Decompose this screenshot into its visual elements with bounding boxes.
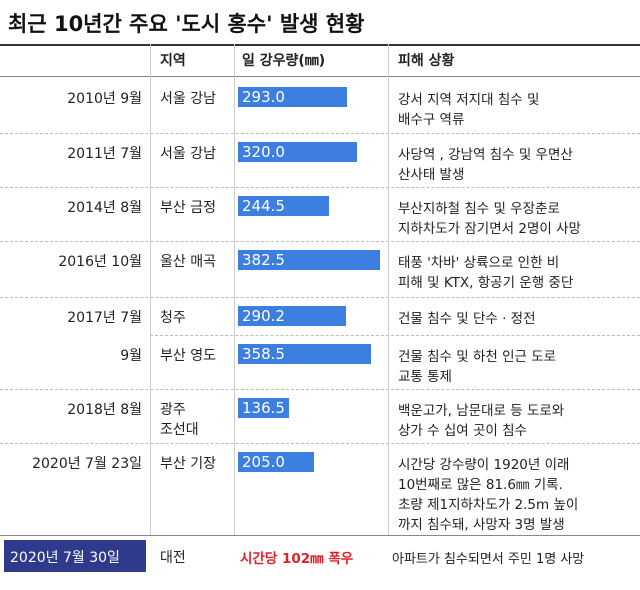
damage: 배수구 역류 xyxy=(398,112,465,128)
column-divider xyxy=(150,44,151,535)
region: 울산 매곡 xyxy=(160,254,216,270)
region: 부산 기장 xyxy=(160,456,216,472)
date: 9월 xyxy=(120,348,142,364)
damage: 태풍 '차바' 상륙으로 인한 비 xyxy=(398,255,560,271)
last-damage: 아파트가 침수되면서 주민 1명 사망 xyxy=(392,552,585,567)
row-separator xyxy=(0,297,640,298)
rainfall-label: 136.5 xyxy=(242,399,285,417)
date: 2017년 7월 xyxy=(67,310,142,326)
damage: 백운고가, 남문대로 등 도로와 xyxy=(398,403,565,419)
date: 2014년 8월 xyxy=(67,200,142,216)
column-divider xyxy=(388,44,389,535)
rainfall-bar xyxy=(238,306,346,326)
damage: 시간당 강수량이 1920년 이래 xyxy=(398,457,570,473)
damage: 사당역 , 강남역 침수 및 우면산 xyxy=(398,147,573,163)
last-rainfall: 시간당 102㎜ 폭우 xyxy=(240,551,354,567)
damage: 지하차도가 잠기면서 2명이 사망 xyxy=(398,221,581,237)
rainfall-bar xyxy=(238,250,381,270)
region: 부산 영도 xyxy=(160,348,216,364)
rainfall-bar xyxy=(238,398,289,418)
rainfall-bar xyxy=(238,344,372,364)
last-region: 대전 xyxy=(160,550,186,566)
damage: 피해 및 KTX, 항공기 운행 중단 xyxy=(398,275,574,291)
damage: 초량 제1지하차도가 2.5m 높이 xyxy=(398,497,579,513)
damage: 건물 침수 및 하천 인근 도로 xyxy=(398,349,557,365)
row-separator xyxy=(0,187,640,188)
region: 광주 xyxy=(160,402,186,418)
header-top xyxy=(0,44,640,46)
date: 2010년 9월 xyxy=(67,91,142,107)
region: 청주 xyxy=(160,310,186,326)
row-separator xyxy=(0,241,640,242)
region: 부산 금정 xyxy=(160,200,216,216)
title: 최근 10년간 주요 '도시 홍수' 발생 현황 xyxy=(8,12,365,36)
rainfall-label: 244.5 xyxy=(242,197,285,215)
row-separator xyxy=(0,389,640,390)
damage: 부산지하철 침수 및 우장춘로 xyxy=(398,201,560,217)
column-divider xyxy=(234,44,235,535)
rainfall-bar xyxy=(238,452,315,472)
header-line xyxy=(0,76,640,77)
damage: 건물 침수 및 단수 · 정전 xyxy=(398,311,536,327)
date: 2016년 10월 xyxy=(58,254,142,270)
row-separator xyxy=(0,133,640,134)
date: 2018년 8월 xyxy=(67,402,142,418)
damage: 상가 수 십여 곳이 침수 xyxy=(398,423,527,439)
rainfall-bar xyxy=(238,196,329,216)
damage: 교통 통제 xyxy=(398,369,452,385)
last-row-line xyxy=(0,535,640,536)
column-header: 피해 상황 xyxy=(398,53,455,69)
rainfall-bar xyxy=(238,87,347,107)
damage: 강서 지역 저지대 침수 및 xyxy=(398,92,540,108)
damage: 10번째로 많은 81.6㎜ 기록. xyxy=(398,477,563,493)
date: 2011년 7월 xyxy=(67,146,142,162)
date: 2020년 7월 23일 xyxy=(32,456,142,472)
rainfall-bar xyxy=(238,142,358,162)
row-separator xyxy=(0,443,640,444)
rainfall-label: 382.5 xyxy=(242,251,285,269)
column-header: 일 강우량(㎜) xyxy=(242,53,326,69)
last-date: 2020년 7월 30일 xyxy=(10,550,120,566)
rainfall-label: 320.0 xyxy=(242,143,285,161)
column-header: 지역 xyxy=(160,53,186,69)
row-separator xyxy=(150,335,640,336)
last-date-bg xyxy=(4,540,146,572)
rainfall-label: 358.5 xyxy=(242,345,285,363)
rainfall-label: 205.0 xyxy=(242,453,285,471)
damage: 까지 침수돼, 사망자 3명 발생 xyxy=(398,517,565,533)
rainfall-label: 290.2 xyxy=(242,307,285,325)
rainfall-label: 293.0 xyxy=(242,88,285,106)
region: 서울 강남 xyxy=(160,146,216,162)
damage: 산사태 발생 xyxy=(398,167,465,183)
region: 서울 강남 xyxy=(160,91,216,107)
region: 조선대 xyxy=(160,422,199,438)
